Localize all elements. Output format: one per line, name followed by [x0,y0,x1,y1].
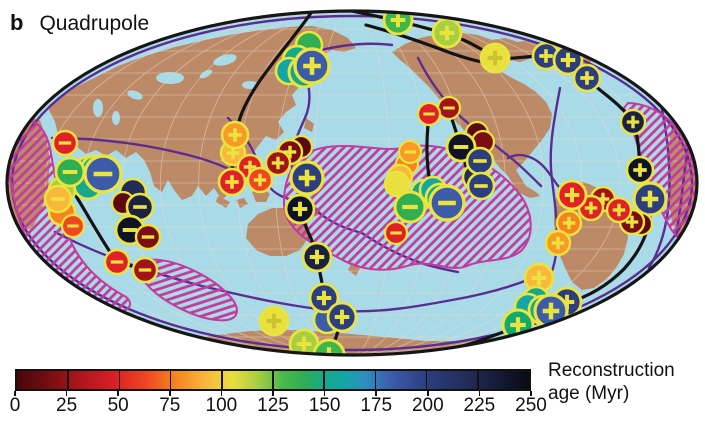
colorbar-caption: Reconstruction age (Myr) [548,359,675,405]
colorbar-tick [169,391,171,396]
colorbar-divider [425,371,428,389]
colorbar-tick [323,391,326,396]
colorbar-tick-label: 250 [515,395,547,416]
data-point [326,301,358,333]
colorbar-divider [118,371,121,389]
data-point [43,184,73,214]
map-content [8,12,696,354]
colorbar-tick [478,391,481,396]
data-point [220,120,250,150]
colorbar-tick-label: 150 [308,395,341,416]
panel-title: Quadrupole [39,12,150,35]
data-point [289,160,325,196]
colorbar-tick [427,391,429,396]
data-point [293,47,331,85]
data-point [103,248,131,276]
colorbar-tick-label: 125 [257,395,289,416]
data-point [605,196,633,224]
data-point [544,229,572,257]
data-point [465,146,495,176]
data-point [246,166,274,194]
colorbar-tick-label: 100 [205,395,238,416]
data-point [625,155,655,185]
data-point [383,170,411,198]
data-point [258,305,290,337]
colorbar-tick [530,391,532,396]
colorbar-divider [169,371,172,389]
colorbar-divider [272,371,274,389]
data-point [556,179,588,211]
data-point [383,220,409,246]
colorbar-tick [220,391,223,396]
data-point [466,171,496,201]
landmass [304,118,314,132]
landmass [236,198,248,208]
lake [112,111,120,125]
colorbar-tick-label: 25 [56,395,78,416]
data-point [312,338,346,354]
colorbar-divider [374,371,377,389]
data-point [428,184,466,222]
data-point [436,95,462,121]
data-points [43,12,668,354]
data-point [54,156,86,188]
colorbar [15,369,531,391]
data-point [217,167,247,197]
lake [213,54,237,66]
data-point [555,209,583,237]
data-point [83,154,123,194]
colorbar-tick-label: 75 [159,395,181,416]
colorbar-divider [67,371,69,389]
colorbar-divider [477,371,479,389]
data-point [632,181,668,217]
colorbar-caption-line2: age (Myr) [548,383,630,404]
data-point [431,17,463,49]
data-point [301,241,333,273]
lake [93,99,103,117]
colorbar-tick-label: 0 [9,395,21,416]
data-point [393,190,427,224]
data-point [572,63,602,93]
data-point [308,282,340,314]
colorbar-tick-label: 200 [411,395,444,416]
colorbar-tick-label: 225 [463,395,496,416]
data-point [51,129,79,157]
colorbar-tick [272,391,274,396]
lake [199,69,213,79]
colorbar-divider [323,371,325,389]
colorbar-tick [375,391,377,396]
data-point [60,213,86,239]
colorbar-tick [117,391,119,396]
panel-letter: b [10,10,24,35]
colorbar-tick-label: 50 [107,395,129,416]
colorbar-caption-line1: Reconstruction [548,360,675,381]
data-point [619,108,647,136]
data-point [284,193,316,225]
data-point [382,12,414,36]
data-point [397,139,423,165]
colorbar-tick-label: 175 [360,395,393,416]
data-point [479,42,511,74]
colorbar-tick [65,391,68,396]
data-point [416,101,442,127]
data-point [134,223,162,251]
colorbar-divider [221,371,223,389]
data-point [131,256,159,284]
panel-label: b Quadrupole [10,10,149,36]
colorbar-tick [14,391,16,396]
landmass [348,262,360,276]
data-point [264,149,292,177]
map-outline [5,9,699,357]
